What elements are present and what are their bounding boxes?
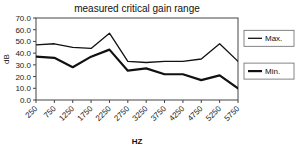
x-tick — [164, 100, 165, 103]
y-tick-label: 10.0 — [15, 84, 31, 93]
chart: 0.0 10.0 20.0 30.0 40.0 50.0 60.0 70.0 250750125… — [0, 0, 300, 150]
x-tick — [201, 100, 202, 103]
x-tick — [109, 100, 110, 103]
x-tick — [36, 100, 37, 103]
x-tick-label: 750 — [42, 104, 58, 120]
plot-lines — [36, 33, 238, 88]
x-tick-label: 5750 — [222, 104, 241, 123]
y-tick — [33, 18, 36, 19]
x-tick-label: 3750 — [149, 104, 168, 123]
y-tick — [33, 29, 36, 30]
x-tick — [182, 100, 183, 103]
x-tick — [54, 100, 55, 103]
x-tick-label: 2750 — [112, 104, 131, 123]
plot-frame — [36, 18, 238, 100]
legend-swatch — [248, 38, 262, 39]
x-tick-label: 5250 — [204, 104, 223, 123]
legend-swatch — [248, 70, 262, 72]
y-tick-label: 30.0 — [15, 61, 31, 70]
x-tick — [127, 100, 128, 103]
x-tick — [146, 100, 147, 103]
x-tick-label: 1750 — [76, 104, 95, 123]
legend-label: Max. — [265, 34, 282, 43]
y-tick — [33, 53, 36, 54]
y-tick — [33, 88, 36, 89]
y-tick-label: 20.0 — [15, 73, 31, 82]
x-tick — [72, 100, 73, 103]
x-tick — [219, 100, 220, 103]
x-axis-label: HZ — [132, 137, 143, 146]
series-line — [36, 33, 238, 62]
y-tick — [33, 41, 36, 42]
y-tick-label: 40.0 — [15, 49, 31, 58]
y-tick-label: 0.0 — [20, 96, 32, 105]
legend-box — [244, 63, 294, 79]
x-tick-label: 4250 — [167, 104, 186, 123]
x-tick-label: 250 — [24, 104, 40, 120]
y-axis-label: dB — [2, 54, 11, 64]
x-tick-label: 4750 — [186, 104, 205, 123]
y-tick-label: 60.0 — [15, 26, 31, 35]
x-tick-label: 2250 — [94, 104, 113, 123]
chart-title: measured critical gain range — [74, 3, 200, 14]
x-tick — [91, 100, 92, 103]
y-tick-label: 70.0 — [15, 14, 31, 23]
y-tick — [33, 64, 36, 65]
x-tick-label: 1250 — [57, 104, 76, 123]
x-tick — [238, 100, 239, 103]
legend-item: Min. — [244, 63, 294, 79]
legend-item: Max. — [244, 30, 294, 46]
legend-box — [244, 30, 294, 46]
legend-label: Min. — [265, 67, 280, 76]
y-tick-label: 50.0 — [15, 37, 31, 46]
x-tick-label: 3250 — [131, 104, 150, 123]
y-tick — [33, 76, 36, 77]
series-line — [36, 50, 238, 89]
